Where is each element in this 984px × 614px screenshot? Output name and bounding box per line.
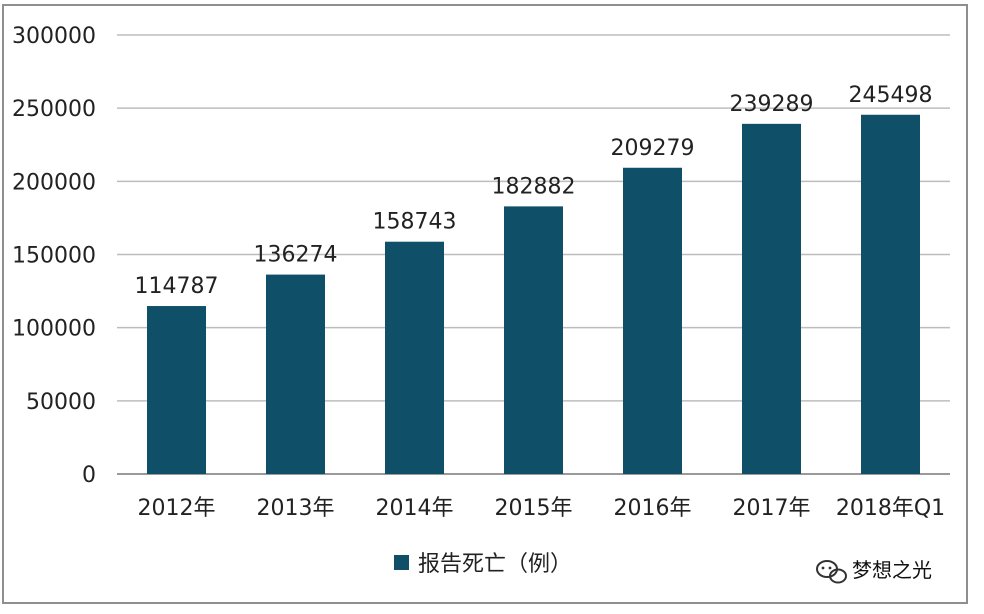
x-tick-label: 2016年	[614, 496, 692, 521]
x-tick-label: 2014年	[376, 496, 454, 521]
data-label: 239289	[730, 92, 814, 117]
chart-frame	[2, 4, 968, 604]
legend: 报告死亡（例）	[394, 552, 572, 577]
x-tick-label: 2015年	[495, 496, 573, 521]
y-tick-label: 100000	[12, 317, 96, 342]
x-tick-label: 2018年Q1	[836, 496, 945, 521]
y-axis-ticks: 0 50000 100000 150000 200000 250000 300000	[12, 24, 96, 488]
y-tick-label: 250000	[12, 97, 96, 122]
gridlines	[117, 34, 950, 475]
data-labels: 114787 136274 158743 182882 209279 239289 2454…	[135, 83, 933, 299]
y-tick-label: 300000	[12, 24, 96, 49]
data-label: 136274	[254, 243, 338, 268]
data-label: 209279	[611, 136, 695, 161]
bar	[266, 274, 325, 474]
wechat-icon	[816, 560, 847, 584]
y-tick-label: 150000	[12, 244, 96, 269]
data-label: 158743	[373, 210, 457, 235]
watermark-text: 梦想之光	[852, 558, 932, 582]
bar	[504, 206, 563, 474]
y-tick-label: 50000	[26, 390, 96, 415]
bar	[861, 114, 920, 475]
bar	[147, 306, 206, 474]
legend-label: 报告死亡（例）	[418, 552, 572, 577]
x-axis-ticks: 2012年 2013年 2014年 2015年 2016年 2017年 2018年Q1	[138, 496, 946, 521]
bar	[623, 167, 682, 474]
y-tick-label: 200000	[12, 170, 96, 195]
x-tick-label: 2017年	[733, 496, 811, 521]
watermark: 梦想之光	[816, 558, 932, 584]
x-tick-label: 2012年	[138, 496, 216, 521]
data-label: 245498	[849, 83, 933, 108]
x-tick-label: 2013年	[257, 496, 335, 521]
data-label: 114787	[135, 274, 219, 299]
legend-swatch	[394, 555, 409, 570]
bar	[385, 241, 444, 474]
bar	[742, 123, 801, 475]
y-tick-label: 0	[82, 463, 96, 488]
bars	[147, 114, 920, 475]
data-label: 182882	[492, 174, 576, 199]
